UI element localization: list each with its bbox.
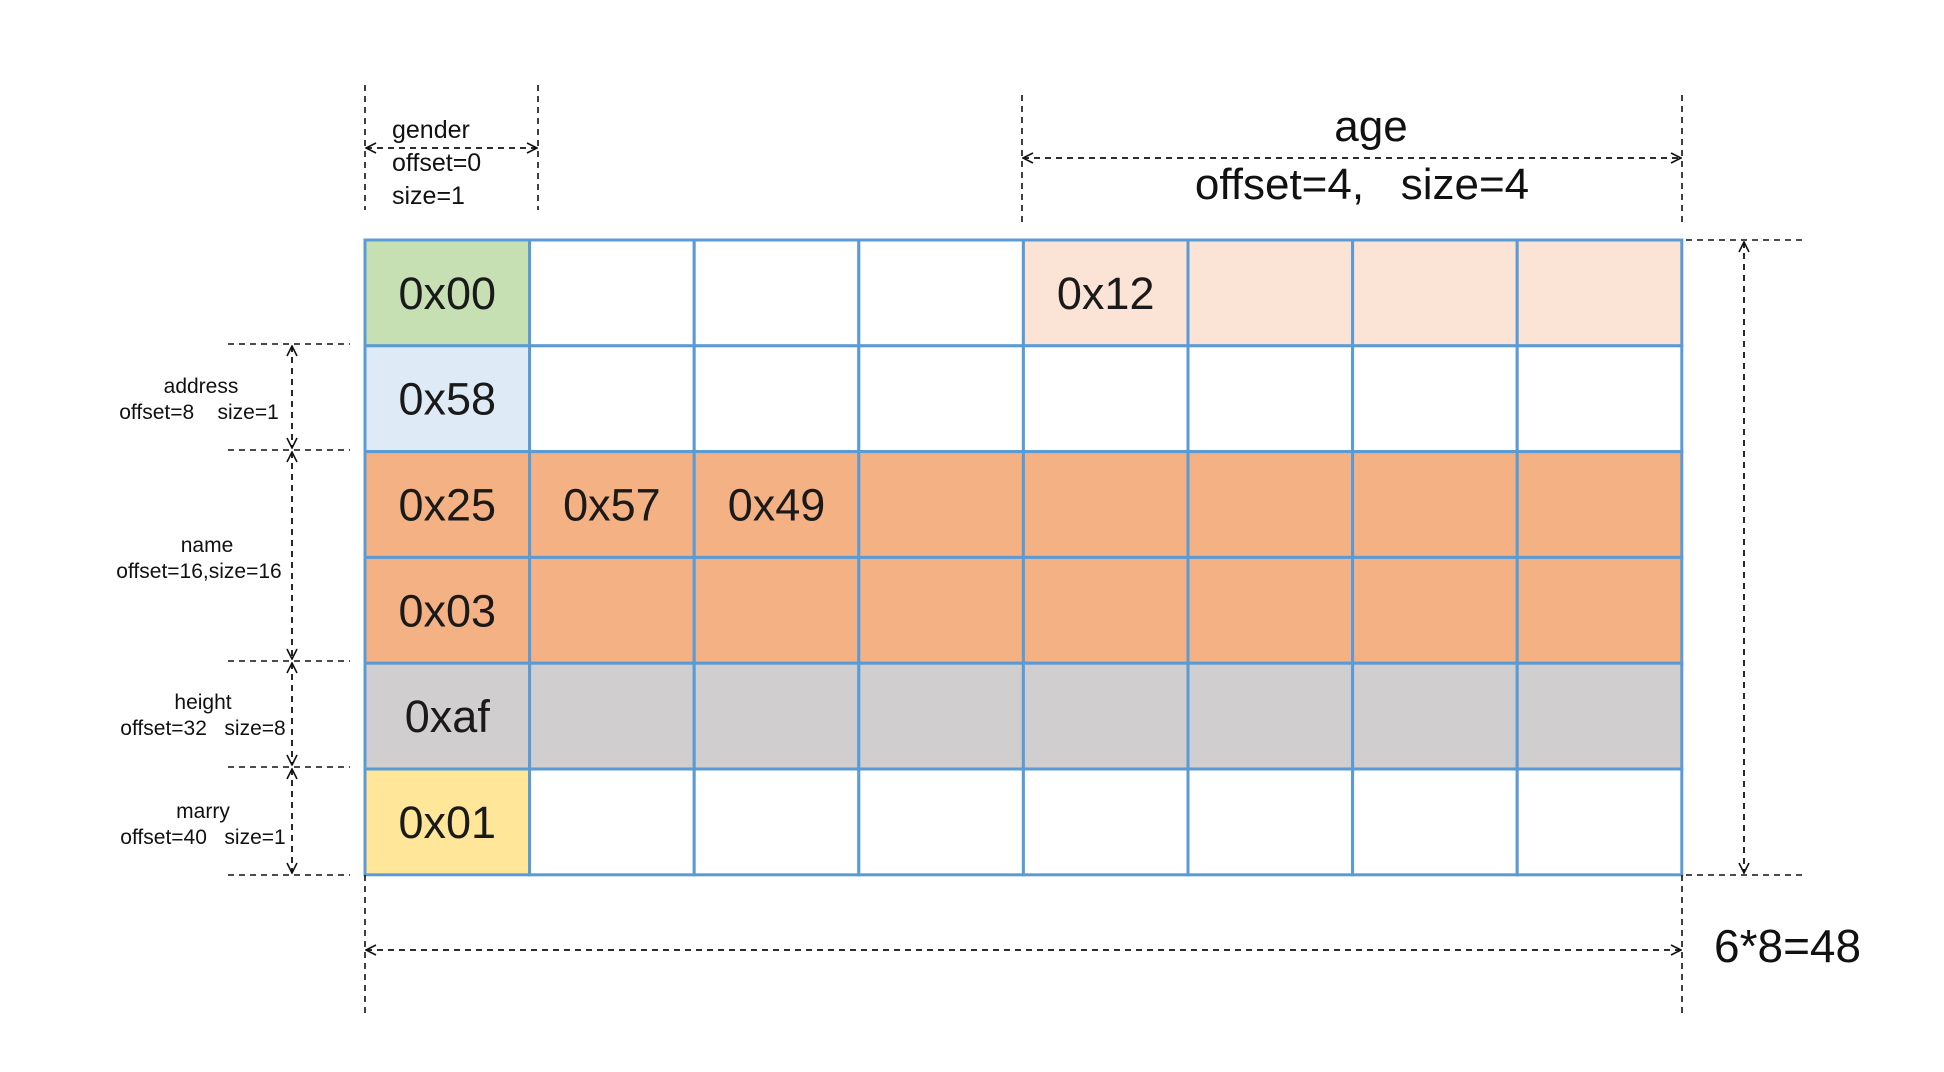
- name-detail: offset=16,size=16: [116, 560, 281, 583]
- byte-cell-name-3-7: [1515, 555, 1684, 665]
- address-label: address: [164, 375, 239, 398]
- gender-offset: offset=0: [392, 149, 481, 177]
- byte-grid: 0x00 0x12 0x58 0x25 0x57 0x49 0x03 0xaf 0x01: [363, 238, 1684, 877]
- byte-cell-address-1-2: [692, 344, 861, 454]
- byte-cell-name-2-4: [1021, 450, 1190, 559]
- byte-cell-height-4-3: [857, 661, 1025, 771]
- byte-value-4-0: 0xaf: [405, 691, 491, 742]
- byte-cell-name-2-7: [1515, 450, 1684, 559]
- byte-cell-name-3-4: [1021, 555, 1190, 665]
- byte-cell-height-4-0: [363, 661, 532, 771]
- byte-cell-height-4-2: [692, 661, 861, 771]
- name-label: name: [181, 534, 234, 557]
- byte-value-0-0: 0x00: [399, 268, 497, 319]
- byte-value-1-0: 0x58: [399, 374, 497, 425]
- byte-value-0-4: 0x12: [1057, 268, 1155, 319]
- byte-cell-marry-5-1: [528, 767, 696, 877]
- byte-cell-name-3-1: [528, 555, 696, 665]
- marry-detail: offset=40 size=1: [120, 826, 285, 849]
- byte-cell-name-3-5: [1186, 555, 1355, 665]
- byte-cell-gender-age-0-0: [363, 238, 532, 348]
- byte-cell-marry-5-5: [1186, 767, 1355, 877]
- byte-cell-name-3-6: [1351, 555, 1519, 665]
- byte-cell-marry-5-7: [1515, 767, 1684, 877]
- byte-cell-address-1-6: [1351, 344, 1519, 454]
- byte-cell-address-1-1: [528, 344, 696, 454]
- byte-cell-gender-age-0-4: [1021, 238, 1190, 348]
- byte-value-2-0: 0x25: [399, 480, 497, 531]
- age-label: age: [1334, 102, 1407, 151]
- gender-size: size=1: [392, 182, 465, 210]
- byte-cell-address-1-7: [1515, 344, 1684, 454]
- dimension-arrows: [292, 148, 1744, 950]
- byte-value-5-0: 0x01: [399, 797, 497, 848]
- byte-cell-height-4-6: [1351, 661, 1519, 771]
- byte-cell-name-2-2: [692, 450, 861, 559]
- byte-cell-marry-5-6: [1351, 767, 1519, 877]
- byte-cell-address-1-5: [1186, 344, 1355, 454]
- byte-cell-height-4-5: [1186, 661, 1355, 771]
- byte-cell-gender-age-0-6: [1351, 238, 1519, 348]
- byte-cell-height-4-4: [1021, 661, 1190, 771]
- byte-value-3-0: 0x03: [399, 585, 497, 636]
- byte-cell-marry-5-0: [363, 767, 532, 877]
- byte-cell-gender-age-0-3: [857, 238, 1025, 348]
- gender-label: gender: [392, 116, 470, 144]
- byte-cell-name-3-2: [692, 555, 861, 665]
- byte-cell-height-4-1: [528, 661, 696, 771]
- byte-cell-marry-5-2: [692, 767, 861, 877]
- marry-label: marry: [176, 800, 230, 823]
- total-size-label: 6*8=48: [1714, 920, 1861, 972]
- byte-cell-gender-age-0-7: [1515, 238, 1684, 348]
- byte-cell-gender-age-0-5: [1186, 238, 1355, 348]
- height-label: height: [174, 691, 231, 714]
- byte-cell-name-2-3: [857, 450, 1025, 559]
- byte-cell-marry-5-4: [1021, 767, 1190, 877]
- byte-cell-name-2-6: [1351, 450, 1519, 559]
- byte-cell-name-3-3: [857, 555, 1025, 665]
- byte-cell-name-2-5: [1186, 450, 1355, 559]
- byte-value-2-1: 0x57: [563, 480, 661, 531]
- byte-value-2-2: 0x49: [728, 480, 826, 531]
- byte-cell-address-1-4: [1021, 344, 1190, 454]
- height-detail: offset=32 size=8: [120, 717, 285, 740]
- address-detail: offset=8 size=1: [119, 401, 279, 424]
- age-detail: offset=4, size=4: [1195, 160, 1529, 209]
- byte-cell-gender-age-0-2: [692, 238, 861, 348]
- byte-cell-height-4-7: [1515, 661, 1684, 771]
- byte-cell-marry-5-3: [857, 767, 1025, 877]
- byte-cell-address-1-3: [857, 344, 1025, 454]
- byte-cell-gender-age-0-1: [528, 238, 696, 348]
